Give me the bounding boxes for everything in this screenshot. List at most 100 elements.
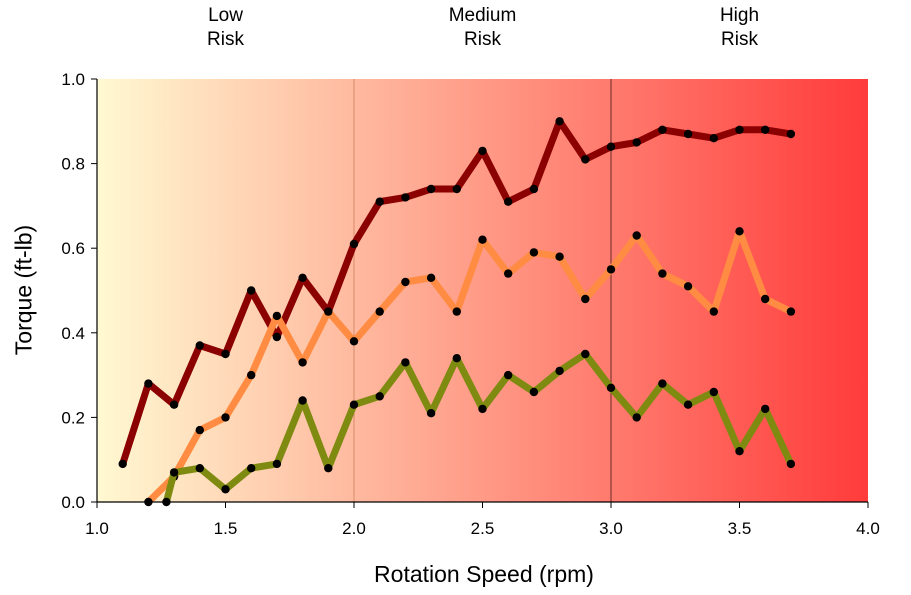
y-tick-label: 0.6 xyxy=(61,239,85,258)
data-point xyxy=(375,392,384,401)
y-tick-label: 0.2 xyxy=(61,408,85,427)
data-point xyxy=(709,134,718,143)
data-point xyxy=(144,379,153,388)
zone-label-medium: Medium Risk xyxy=(448,5,517,50)
data-point xyxy=(632,138,641,147)
x-tick-label: 4.0 xyxy=(856,519,880,538)
data-point xyxy=(272,332,282,342)
data-point xyxy=(581,349,590,359)
data-point xyxy=(735,227,744,236)
data-point xyxy=(658,379,667,388)
data-point xyxy=(478,146,487,156)
data-point xyxy=(324,307,333,316)
data-point xyxy=(786,459,796,469)
data-point xyxy=(247,464,256,473)
x-tick-label: 1.5 xyxy=(214,519,238,538)
data-point xyxy=(401,193,410,202)
data-point xyxy=(606,142,616,151)
data-point xyxy=(195,341,204,350)
data-point xyxy=(349,239,359,249)
data-point xyxy=(195,425,204,435)
data-point xyxy=(195,464,204,473)
zone-label-high: High Risk xyxy=(719,5,760,50)
data-point xyxy=(581,155,590,164)
data-point xyxy=(529,248,539,257)
data-point xyxy=(632,231,641,240)
data-point xyxy=(529,184,539,194)
series-0 xyxy=(118,117,796,469)
data-point xyxy=(709,387,718,397)
data-point xyxy=(375,307,384,316)
data-point xyxy=(324,464,333,473)
zone-label-low: Low Risk xyxy=(207,5,244,50)
data-point xyxy=(761,125,770,134)
data-point xyxy=(452,184,461,194)
x-tick-label: 3.0 xyxy=(599,519,623,538)
data-point xyxy=(298,396,307,405)
data-point xyxy=(606,383,616,392)
data-point xyxy=(349,400,359,409)
data-point xyxy=(709,307,718,316)
data-point xyxy=(504,197,513,206)
data-point xyxy=(555,252,564,261)
data-point xyxy=(349,337,359,346)
y-tick-label: 0.4 xyxy=(61,324,85,343)
data-point xyxy=(298,273,307,282)
data-point xyxy=(375,197,384,206)
data-point xyxy=(169,400,179,409)
data-point xyxy=(658,125,667,134)
plot-background xyxy=(97,79,868,502)
data-point xyxy=(401,358,410,367)
data-point xyxy=(786,307,796,316)
data-point xyxy=(683,400,693,409)
data-point xyxy=(786,129,796,139)
data-point xyxy=(272,311,282,321)
data-point xyxy=(221,349,230,359)
series-line xyxy=(145,227,793,505)
y-tick-label: 0.0 xyxy=(61,493,85,512)
data-point xyxy=(452,354,461,363)
x-tick-label: 2.0 xyxy=(342,519,366,538)
series-line xyxy=(163,350,795,503)
x-axis-title: Rotation Speed (rpm) xyxy=(374,561,594,587)
data-point xyxy=(555,117,564,126)
data-point xyxy=(272,459,282,469)
data-point xyxy=(555,366,564,376)
data-point xyxy=(735,447,744,456)
data-point xyxy=(606,265,616,274)
y-axis-title: Torque (ft-lb) xyxy=(10,224,37,356)
data-point xyxy=(761,404,770,414)
y-tick-label: 1.0 xyxy=(61,70,85,89)
x-tick-label: 1.0 xyxy=(85,519,109,538)
data-point xyxy=(683,282,693,291)
data-point xyxy=(169,468,179,477)
data-point xyxy=(581,294,590,304)
y-tick-label: 0.8 xyxy=(61,155,85,174)
data-point xyxy=(401,277,410,287)
data-point xyxy=(426,409,436,418)
x-tick-label: 2.5 xyxy=(471,519,495,538)
data-point xyxy=(761,294,770,304)
data-point xyxy=(221,485,230,494)
data-point xyxy=(683,129,693,139)
data-point xyxy=(118,459,127,469)
data-point xyxy=(247,286,256,295)
data-point xyxy=(298,358,307,367)
data-point xyxy=(504,269,513,278)
data-point xyxy=(658,269,667,278)
data-point xyxy=(452,307,461,316)
data-point xyxy=(247,370,256,380)
data-point xyxy=(632,413,641,422)
data-point xyxy=(478,235,487,244)
data-point xyxy=(221,413,230,422)
data-point xyxy=(478,404,487,414)
series-1 xyxy=(144,227,796,507)
series-2 xyxy=(162,349,796,507)
data-point xyxy=(426,273,436,282)
data-point xyxy=(735,125,744,134)
data-point xyxy=(504,370,513,380)
x-tick-label: 3.5 xyxy=(728,519,752,538)
data-point xyxy=(529,387,539,397)
data-point xyxy=(426,184,436,194)
